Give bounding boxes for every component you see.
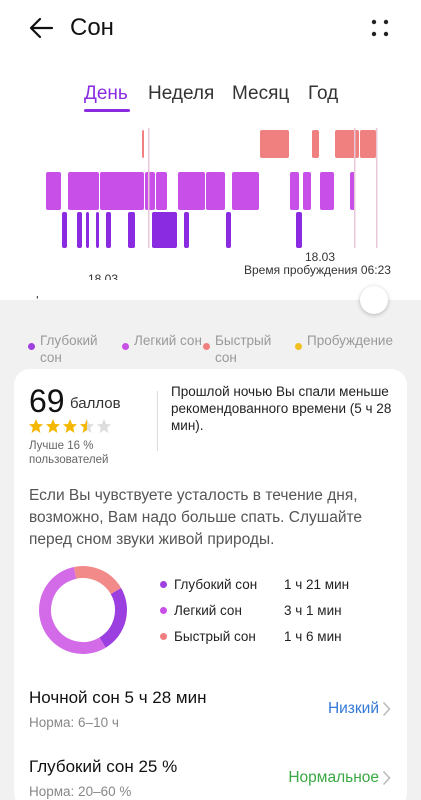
- stage-segment-deep: [226, 212, 231, 248]
- score-divider: [157, 391, 158, 451]
- stage-segment-rem: [142, 130, 144, 158]
- star-icon: [46, 419, 60, 433]
- metric-status-low[interactable]: Низкий: [327, 700, 379, 717]
- tab-day[interactable]: День: [84, 83, 128, 104]
- more-dots-icon[interactable]: [364, 12, 396, 44]
- sleep-stages-chart[interactable]: 18.03 Время засыпания 00:36 18.03 Время …: [0, 120, 421, 300]
- stage-dot: [160, 581, 167, 588]
- half-star-icon: [80, 419, 94, 433]
- stage-segment-light: [68, 172, 99, 210]
- stage-legend: Глубокий сон Легкий сон Быстрый сон Проб…: [0, 330, 421, 370]
- stage-segment-deep: [152, 212, 177, 248]
- stage-segment-light: [303, 172, 311, 210]
- stage-segment-deep: [62, 212, 67, 248]
- star-icon: [63, 419, 77, 433]
- stage-segment-light: [178, 172, 205, 210]
- stage-row-deep: Глубокий сон 1 ч 21 мин: [160, 575, 390, 595]
- sleep-score-value: 69: [29, 383, 65, 419]
- metric-night-sleep[interactable]: Ночной сон 5 ч 28 мин Норма: 6–10 ч Низк…: [14, 687, 407, 737]
- legend-dot-light: [122, 343, 129, 350]
- tab-year[interactable]: Год: [308, 83, 339, 104]
- sleep-summary-card: 69 баллов Лучше 16 % пользователей Прошл…: [14, 369, 407, 800]
- stage-segment-rem: [312, 130, 319, 158]
- empty-star-icon: [97, 419, 111, 433]
- stage-segment-light: [156, 172, 167, 210]
- sleep-score-unit: баллов: [70, 395, 121, 412]
- stage-segment-deep: [77, 212, 82, 248]
- stage-segment-deep: [296, 212, 302, 248]
- donut-slice-2: [38, 566, 127, 654]
- stage-segment-deep: [86, 212, 89, 248]
- stage-segment-rem: [360, 130, 376, 158]
- legend-dot-awake: [295, 343, 302, 350]
- stage-dot: [160, 607, 167, 614]
- awake-spike: [376, 128, 378, 248]
- sleep-summary-text: Прошлой ночью Вы спали меньше рекомендов…: [171, 384, 392, 433]
- awake-spike: [148, 128, 150, 248]
- better-than-users: Лучше 16 % пользователей: [29, 440, 109, 466]
- chevron-right-icon: [382, 701, 391, 717]
- stage-segment-light: [100, 172, 144, 210]
- stage-segment-light: [290, 172, 299, 210]
- awake-spike: [354, 128, 356, 248]
- arrow-left-icon[interactable]: [26, 12, 58, 44]
- metric-status-normal[interactable]: Нормальное: [288, 769, 379, 786]
- stage-segment-light: [232, 172, 259, 210]
- stage-dot: [160, 633, 167, 640]
- active-tab-indicator: [84, 109, 130, 112]
- tab-week[interactable]: Неделя: [148, 83, 215, 104]
- stage-row-rem: Быстрый сон 1 ч 6 мин: [160, 627, 390, 647]
- stage-segment-deep: [96, 212, 99, 248]
- chevron-right-icon: [382, 770, 391, 786]
- metric-deep-sleep[interactable]: Глубокий сон 25 % Норма: 20–60 % Нормаль…: [14, 756, 407, 800]
- stage-segment-deep: [128, 212, 135, 248]
- stage-segment-light: [46, 172, 61, 210]
- sleep-advice-text: Если Вы чувствуете усталость в течение д…: [29, 487, 363, 548]
- sleep-stages-donut: [38, 566, 127, 654]
- stage-row-light: Легкий сон 3 ч 1 мин: [160, 601, 390, 621]
- stage-segment-rem: [335, 130, 359, 158]
- page-title: Сон: [70, 14, 114, 41]
- stage-segment-light: [350, 172, 355, 210]
- star-icon: [29, 419, 43, 433]
- stage-segment-rem: [260, 130, 289, 158]
- stage-segment-light: [206, 172, 225, 210]
- donut-slice-1: [38, 566, 127, 654]
- panel-divider: [0, 280, 421, 308]
- tab-month[interactable]: Месяц: [232, 83, 290, 104]
- stage-segment-light: [320, 172, 334, 210]
- stage-segment-light: [145, 172, 155, 210]
- stage-segment-deep: [106, 212, 111, 248]
- legend-dot-rem: [203, 343, 210, 350]
- chart-scroll-handle[interactable]: [360, 286, 388, 314]
- wake-up-label: Время пробуждения 06:23: [244, 263, 391, 277]
- sleep-chart-panel: Сон День Неделя Месяц Год 18.03 Время за…: [0, 0, 421, 300]
- app-header: Сон: [0, 0, 421, 58]
- stage-segment-deep: [184, 212, 189, 248]
- wake-date: 18.03: [305, 250, 336, 264]
- sleep-stages-bars: [46, 128, 378, 248]
- legend-dot-deep: [28, 343, 35, 350]
- period-tabs: День Неделя Месяц Год: [0, 80, 421, 116]
